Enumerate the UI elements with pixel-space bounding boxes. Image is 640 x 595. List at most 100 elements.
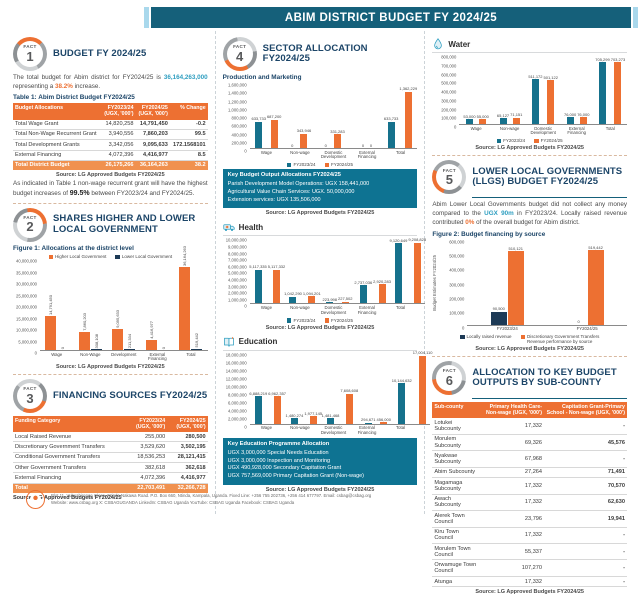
- note-text: between FY2023/24 and FY2024/25.: [89, 189, 195, 197]
- bar: [398, 383, 406, 424]
- figure1-chart: Higher Local Government Lower Local Gover…: [13, 246, 208, 362]
- fact-badge-label: FACT: [233, 44, 247, 50]
- bar: [345, 393, 353, 424]
- column-header: FY2023/24 (UGX, '000'): [126, 415, 168, 433]
- para-text: Abim Lower Local Governments budget did …: [432, 201, 628, 218]
- bar-value-label: 223,998: [322, 296, 338, 302]
- y-tick-label: 10,000,000: [225, 384, 247, 390]
- water-title: Water: [448, 39, 471, 49]
- y-tick-label: 4,000,000: [228, 408, 247, 414]
- y-tick-label: 40,000,000: [16, 258, 37, 264]
- table-cell: 9,095,633: [135, 139, 170, 151]
- table-row: Abim Subcounty 27,264 71,491: [432, 467, 628, 479]
- table-cell: 38.2: [169, 160, 208, 171]
- fact-number: 5: [445, 172, 453, 188]
- category-label: Non-wage: [499, 125, 520, 131]
- y-tick-label: 200,000: [449, 296, 465, 302]
- bar-value-label: 7,860,203: [81, 313, 87, 331]
- y-tick-label: 800,000: [441, 54, 457, 60]
- table-cell: -: [544, 450, 628, 468]
- bar: [394, 243, 402, 304]
- category-label: Domestic Development: [320, 304, 347, 315]
- bar: [579, 117, 587, 124]
- production-chart: 0 200,000 400,000 600,000 800,000 1,000,000 1,…: [223, 82, 418, 168]
- footer-address-line: Plot 11, Vubyabirenge Close, Ntinda Naka…: [51, 493, 372, 499]
- water-chart: 0 100,000 200,000 300,000 400,000 500,000 600,…: [432, 54, 628, 144]
- box-line: UGX 757,569,000 Primary Capitation Grant…: [227, 472, 365, 479]
- bar-value-label: 0: [160, 346, 166, 350]
- y-tick-label: 600,000: [231, 123, 247, 129]
- fact-number: 1: [26, 48, 34, 64]
- table-row: External Financing 4,072,396 4,416,977 8.5: [13, 150, 208, 161]
- bar: [289, 296, 297, 304]
- education-title: Education: [238, 337, 278, 347]
- bar: [308, 296, 316, 304]
- legend-label: Higher Local Government: [55, 254, 107, 260]
- box-line: UGX 490,928,000 Secondary Capitation Gra…: [227, 465, 342, 472]
- intro-text: increase.: [72, 82, 101, 90]
- divider: [432, 155, 628, 157]
- title-underline: [472, 398, 628, 400]
- table-cell: 99.5: [169, 129, 208, 141]
- category-label: Total: [605, 125, 615, 131]
- production-section-title: Production and Marketing: [222, 74, 302, 81]
- column-header: % Change: [169, 103, 208, 120]
- table-cell: 107,270: [479, 559, 545, 577]
- table-cell: 62,630: [544, 494, 628, 512]
- table-cell: External Financing: [13, 472, 127, 484]
- category-label: External Financing: [357, 304, 377, 315]
- y-tick-label: 200,000: [231, 140, 247, 145]
- category-label: Total: [396, 425, 406, 431]
- source-note: Source: LG Approved Budgets FY2024/25: [475, 589, 584, 595]
- table-cell: 18,536,253: [126, 452, 168, 464]
- table-row: Magamaga Subcounty 17,332 70,570: [432, 477, 628, 495]
- y-tick-label: 400,000: [449, 267, 465, 273]
- y-tick-label: 2,000,000: [228, 290, 247, 296]
- y-tick-label: 8,000,000: [228, 392, 247, 398]
- table-cell: Abim Subcounty: [432, 467, 480, 479]
- y-tick-label: 3,000,000: [228, 283, 247, 289]
- y-tick-label: 4,000,000: [228, 277, 247, 283]
- category-label: Non-wage: [290, 425, 310, 431]
- legend-label: FY2024/25: [331, 162, 354, 168]
- box-line: Extension services: UGX 135,506,000: [227, 196, 321, 203]
- note-text: As indicated in Table 1 non-wage recurre…: [13, 180, 208, 197]
- category-label: External Financing: [357, 149, 377, 160]
- page-footer: Plot 11, Vubyabirenge Close, Ntinda Naka…: [26, 490, 431, 509]
- table-cell: Local Raised Revenue: [13, 432, 127, 443]
- table-cell: 3,529,620: [126, 441, 168, 453]
- bar-value-label: 0: [60, 346, 66, 350]
- bar: [378, 284, 386, 304]
- bar-value-label: 17,004,110: [412, 350, 433, 356]
- bar: [404, 91, 412, 148]
- fact5-header: FACT 5 LOWER LOCAL GOVERNMENTS (LLGS) BUD…: [432, 160, 627, 195]
- y-tick-label: 0: [34, 350, 37, 356]
- table-cell: Orwamuge Town Council: [432, 559, 480, 577]
- bar: [191, 348, 203, 351]
- y-tick-label: 400,000: [231, 131, 247, 137]
- table-cell: 172.1568101: [169, 139, 208, 151]
- y-tick-label: 6,000,000: [228, 264, 247, 270]
- bar: [326, 302, 334, 304]
- y-tick-label: 400,000: [441, 89, 457, 95]
- fact1-header: FACT 1 BUDGET FY 2024/25: [13, 37, 208, 71]
- bar-value-label: 0: [577, 319, 580, 324]
- table-row: Morulem Town Council 55,337-: [432, 543, 628, 561]
- intro-text: The total budget for Abim district for F…: [13, 74, 164, 81]
- fact1-intro: The total budget for Abim district for F…: [13, 74, 208, 91]
- table-cell: 26,175,266: [101, 160, 136, 171]
- table-cell: Conditional Government Transfers: [13, 452, 127, 464]
- y-tick-label: 14,000,000: [225, 368, 247, 374]
- table-cell: Kiru Town Council: [432, 527, 480, 544]
- total-budget-value: 36,164,263,000: [163, 74, 208, 81]
- legend-marker: [460, 334, 465, 340]
- column-header: FY2024/25 (UGX, '000'): [135, 103, 170, 120]
- y-tick-label: 1,000,000: [228, 297, 247, 303]
- table-cell: 4,072,396: [101, 150, 136, 161]
- bar-value-label: 9,095,633: [115, 310, 121, 329]
- box-title: Key Budget Output Allocations FY2024/25: [227, 172, 341, 179]
- fact1-badge: FACT 1: [13, 37, 47, 71]
- column-header: FY2023/24 (UGX, '000'): [101, 103, 136, 120]
- table-row: Total Non-Wage Recurrent Grant 3,940,556 7…: [13, 129, 208, 141]
- bar-value-label: 71,151: [510, 112, 523, 118]
